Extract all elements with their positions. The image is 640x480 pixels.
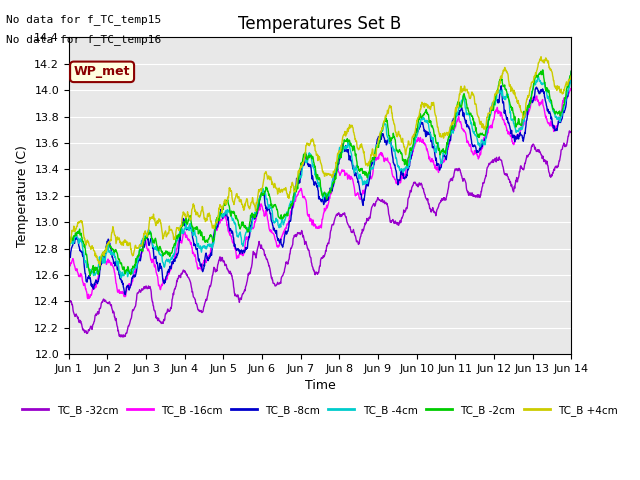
TC_B -2cm: [376, 135, 384, 141]
Text: No data for f_TC_temp16: No data for f_TC_temp16: [6, 34, 162, 45]
Text: WP_met: WP_met: [74, 65, 131, 78]
TC_B +4cm: [65, 248, 73, 254]
Text: No data for f_TC_temp15: No data for f_TC_temp15: [6, 14, 162, 25]
TC_B -16cm: [567, 85, 575, 91]
TC_B -2cm: [69, 237, 77, 243]
TC_B -8cm: [290, 198, 298, 204]
TC_B -8cm: [515, 134, 522, 140]
TC_B -2cm: [515, 118, 522, 123]
TC_B -4cm: [534, 72, 542, 78]
TC_B +4cm: [515, 97, 522, 103]
TC_B -4cm: [117, 275, 125, 280]
TC_B -8cm: [122, 292, 129, 298]
TC_B +4cm: [96, 263, 104, 268]
TC_B -16cm: [290, 203, 298, 209]
TC_B -4cm: [376, 132, 384, 137]
TC_B +4cm: [537, 54, 545, 60]
Line: TC_B -32cm: TC_B -32cm: [69, 131, 571, 337]
Legend: TC_B -32cm, TC_B -16cm, TC_B -8cm, TC_B -4cm, TC_B -2cm, TC_B +4cm: TC_B -32cm, TC_B -16cm, TC_B -8cm, TC_B …: [18, 400, 622, 420]
Title: Temperatures Set B: Temperatures Set B: [238, 15, 402, 33]
TC_B -32cm: [76, 320, 83, 325]
TC_B -32cm: [65, 298, 73, 303]
TC_B -8cm: [69, 242, 77, 248]
TC_B +4cm: [567, 73, 575, 79]
TC_B -16cm: [69, 256, 77, 262]
TC_B -16cm: [65, 264, 73, 270]
TC_B -16cm: [515, 132, 522, 137]
TC_B -32cm: [515, 176, 522, 181]
TC_B -4cm: [290, 197, 298, 203]
TC_B -2cm: [539, 67, 547, 73]
TC_B -2cm: [567, 68, 575, 74]
Line: TC_B +4cm: TC_B +4cm: [69, 57, 571, 265]
TC_B -4cm: [76, 240, 83, 246]
TC_B -16cm: [76, 273, 83, 278]
TC_B -4cm: [65, 246, 73, 252]
TC_B -32cm: [566, 128, 573, 134]
TC_B -32cm: [69, 304, 77, 310]
TC_B -16cm: [567, 85, 575, 91]
TC_B -8cm: [351, 170, 359, 176]
TC_B +4cm: [76, 219, 83, 225]
TC_B -2cm: [351, 151, 359, 156]
TC_B -4cm: [567, 74, 575, 80]
TC_B -4cm: [69, 238, 77, 244]
TC_B -16cm: [376, 152, 384, 158]
TC_B -8cm: [76, 244, 83, 250]
Y-axis label: Temperature (C): Temperature (C): [15, 145, 29, 247]
TC_B -32cm: [290, 235, 298, 241]
TC_B -2cm: [76, 228, 83, 233]
TC_B -16cm: [84, 296, 92, 301]
TC_B -4cm: [515, 129, 522, 134]
TC_B -8cm: [65, 258, 73, 264]
Line: TC_B -4cm: TC_B -4cm: [69, 75, 571, 277]
TC_B +4cm: [290, 183, 298, 189]
TC_B -2cm: [86, 273, 94, 279]
Line: TC_B -2cm: TC_B -2cm: [69, 70, 571, 276]
TC_B -32cm: [567, 130, 575, 135]
TC_B -8cm: [567, 69, 575, 74]
TC_B -4cm: [351, 166, 359, 171]
TC_B -16cm: [351, 191, 359, 197]
TC_B -2cm: [65, 247, 73, 253]
TC_B -2cm: [290, 193, 298, 199]
TC_B +4cm: [351, 136, 359, 142]
TC_B +4cm: [376, 130, 384, 136]
Line: TC_B -16cm: TC_B -16cm: [69, 88, 571, 299]
TC_B +4cm: [69, 228, 77, 233]
TC_B -32cm: [376, 197, 384, 203]
TC_B -32cm: [119, 334, 127, 340]
TC_B -32cm: [351, 233, 359, 239]
Line: TC_B -8cm: TC_B -8cm: [69, 72, 571, 295]
X-axis label: Time: Time: [305, 379, 335, 392]
TC_B -8cm: [376, 139, 384, 144]
